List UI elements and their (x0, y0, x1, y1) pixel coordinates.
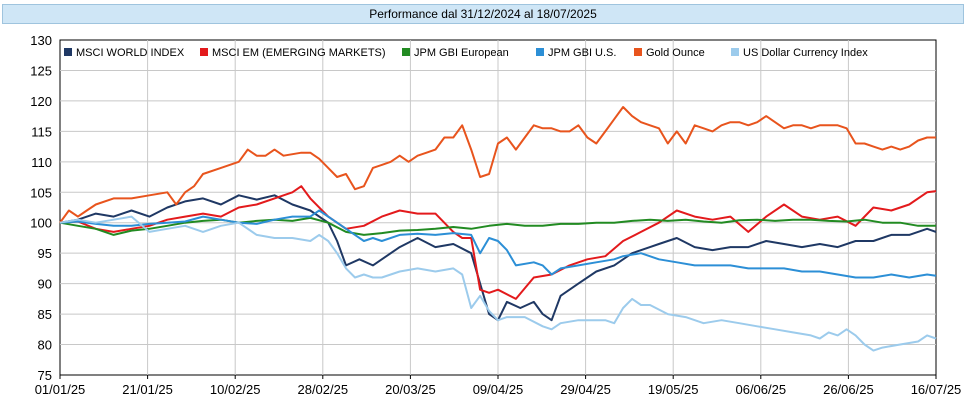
series-layer (59, 106, 937, 352)
legend: MSCI WORLD INDEX MSCI EM (EMERGING MARKET… (64, 47, 868, 59)
legend-swatch-jpm-gbi-european (402, 48, 410, 56)
series-line-jpm-gbi-european (59, 216, 936, 236)
series-line-jpm-gbi-u-s (59, 209, 937, 279)
y-tick-label: 125 (30, 63, 52, 78)
y-tick-label: 115 (31, 124, 52, 139)
y-tick-label: 80 (38, 338, 52, 353)
y-tick-label: 100 (30, 216, 52, 231)
series-line-msci-em-emerging-markets (59, 185, 937, 300)
x-tick-label: 21/01/25 (122, 382, 173, 397)
y-tick-label: 110 (31, 155, 52, 170)
x-tick-label: 10/02/25 (210, 382, 261, 397)
x-tick-label: 09/04/25 (473, 382, 524, 397)
x-tick-label: 06/06/25 (735, 382, 786, 397)
y-tick-label: 75 (38, 368, 52, 383)
series-line-gold-ounce (59, 106, 936, 224)
grid-layer (59, 39, 937, 376)
legend-swatch-gold-ounce (634, 48, 642, 56)
x-tick-label: 20/03/25 (385, 382, 436, 397)
legend-swatch-msci-em-emerging-markets (200, 48, 208, 56)
legend-label-msci-world-index: MSCI WORLD INDEX (76, 47, 185, 59)
x-tick-label: 19/05/25 (648, 382, 699, 397)
y-tick-label: 95 (38, 246, 52, 261)
legend-label-msci-em-emerging-markets: MSCI EM (EMERGING MARKETS) (212, 47, 386, 59)
legend-label-gold-ounce: Gold Ounce (646, 47, 705, 59)
series-line-us-dollar-currency-index (59, 215, 937, 352)
x-tick-label: 29/04/25 (560, 382, 611, 397)
legend-swatch-msci-world-index (64, 48, 72, 56)
axis-layer: 75 80 85 90 95 100 105 110 115 120 125 130 01/01/25 2… (30, 33, 961, 397)
y-tick-label: 105 (30, 185, 52, 200)
legend-label-us-dollar-currency-index: US Dollar Currency Index (743, 47, 868, 59)
y-tick-label: 90 (38, 277, 52, 292)
legend-label-jpm-gbi-u-s: JPM GBI U.S. (548, 47, 616, 59)
series-line-msci-world-index (59, 194, 937, 322)
x-tick-label: 16/07/25 (911, 382, 962, 397)
y-tick-label: 85 (38, 307, 52, 322)
legend-label-jpm-gbi-european: JPM GBI European (414, 47, 509, 59)
legend-swatch-us-dollar-currency-index (731, 48, 739, 56)
y-tick-label: 120 (30, 94, 52, 109)
chart-title: Performance dal 31/12/2024 al 18/07/2025 (2, 4, 964, 24)
legend-swatch-jpm-gbi-u-s (536, 48, 544, 56)
x-tick-label: 01/01/25 (35, 382, 86, 397)
x-tick-label: 28/02/25 (297, 382, 348, 397)
y-tick-label: 130 (30, 33, 52, 48)
x-tick-label: 26/06/25 (823, 382, 874, 397)
